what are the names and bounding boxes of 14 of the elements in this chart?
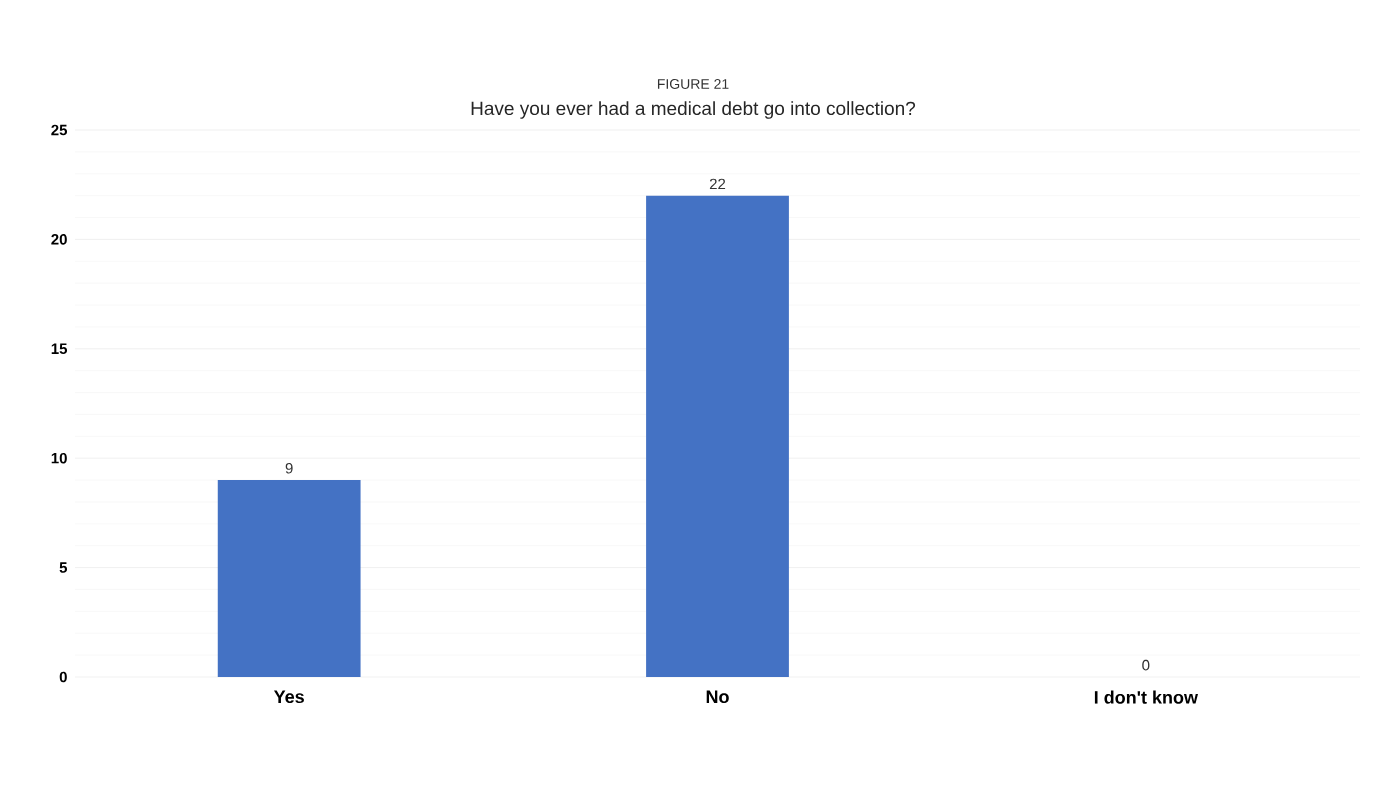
y-tick-label: 10 [51, 452, 67, 464]
y-tick-label: 0 [59, 671, 67, 683]
x-tick-label: Yes [273, 690, 304, 704]
x-tick-label: No [706, 690, 729, 704]
y-tick-label: 5 [59, 562, 68, 573]
y-tick-label: 15 [51, 343, 68, 355]
data-label: 0 [1142, 659, 1150, 671]
x-tick-label: I don't know [1094, 690, 1199, 704]
chart-subtitle: Have you ever had a medical debt go into collection? [471, 101, 916, 119]
y-tick-label: 20 [51, 234, 67, 245]
data-label: 9 [285, 462, 293, 474]
data-label: 22 [709, 178, 726, 190]
chart-title: FIGURE 21 [657, 79, 729, 89]
y-tick-label: 25 [51, 124, 68, 136]
